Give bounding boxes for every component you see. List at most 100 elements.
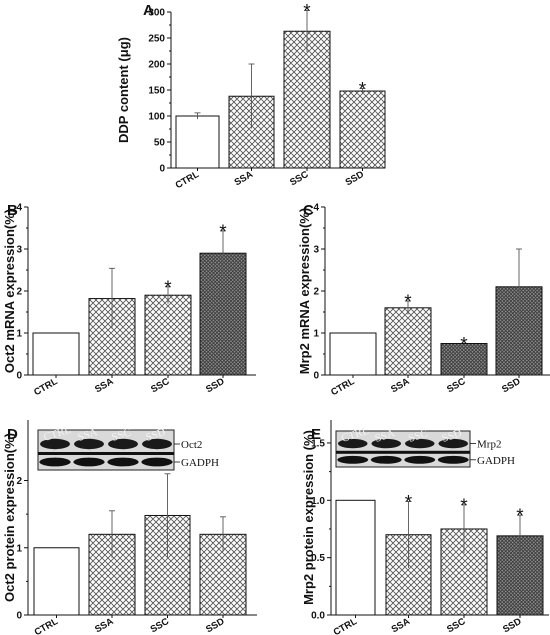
significance-star: * bbox=[516, 506, 524, 527]
significance-star: * bbox=[460, 335, 468, 356]
category-label: SSA bbox=[389, 376, 412, 395]
panel-letter: E bbox=[311, 426, 321, 443]
significance-star: * bbox=[405, 492, 413, 513]
y-tick-label: 4 bbox=[16, 203, 22, 214]
blot-band-upper bbox=[142, 438, 172, 450]
y-tick-label: 0 bbox=[16, 371, 22, 382]
blot-lane-label: SSC bbox=[407, 427, 429, 444]
y-tick-label: 0.5 bbox=[311, 553, 325, 564]
category-label: SSD bbox=[344, 169, 367, 188]
y-tick-label: 4 bbox=[313, 203, 319, 214]
blot-band-lower bbox=[141, 457, 173, 467]
blot-lane-label: SSA bbox=[76, 426, 99, 444]
y-tick-label: 200 bbox=[148, 60, 165, 71]
bar-ctrl bbox=[32, 332, 80, 376]
blot-lane-label: SSA bbox=[373, 427, 396, 445]
category-label: SSC bbox=[149, 376, 172, 395]
category-label: CTRL bbox=[332, 616, 360, 635]
chart-panel-a: A 0 50 100 150 200 250 300 DDP content (μg) CTRL S… bbox=[116, 1, 386, 191]
y-tick-label: 100 bbox=[148, 112, 165, 123]
blot-band-lower bbox=[370, 455, 402, 464]
panel-letter: A bbox=[143, 2, 154, 19]
y-tick-label: 1.5 bbox=[311, 438, 325, 449]
y-tick-label: 300 bbox=[148, 8, 165, 19]
y-tick-label: 3 bbox=[313, 245, 319, 256]
y-tick-label: 2 bbox=[16, 476, 22, 487]
y-tick-label: 50 bbox=[154, 138, 166, 149]
blot-band-label: Mrp2 bbox=[477, 439, 501, 451]
blot-band-label: GADPH bbox=[477, 455, 515, 467]
category-label: SSA bbox=[233, 169, 256, 188]
y-tick-label: 0 bbox=[16, 611, 22, 622]
y-tick-label: 150 bbox=[148, 86, 165, 97]
blot-band-upper bbox=[40, 438, 70, 450]
category-label: SSD bbox=[500, 376, 523, 395]
bar-ssc bbox=[440, 343, 488, 376]
y-tick-label: 2 bbox=[313, 287, 319, 298]
y-tick-label: 1 bbox=[16, 329, 22, 340]
y-tick-label: 1.0 bbox=[311, 496, 325, 507]
bar-ctrl bbox=[175, 115, 220, 169]
category-label: SSD bbox=[204, 376, 227, 395]
bar-ssd bbox=[339, 90, 386, 169]
blot-lane-label: SSD bbox=[440, 427, 463, 445]
y-tick-label: 3 bbox=[16, 245, 22, 256]
y-tick-label: 0.0 bbox=[311, 611, 325, 622]
y-axis-label: Oct2 protein expression(%) bbox=[2, 433, 17, 602]
significance-star: * bbox=[404, 292, 412, 313]
blot-divider bbox=[336, 450, 470, 454]
blot-lane-label: SSC bbox=[110, 426, 132, 443]
bar-ctrl bbox=[335, 499, 376, 616]
category-label: SSC bbox=[445, 616, 468, 635]
category-label: SSD bbox=[501, 616, 524, 635]
category-label: SSA bbox=[93, 376, 116, 395]
y-tick-label: 0 bbox=[313, 371, 319, 382]
blot-band-upper bbox=[338, 438, 368, 449]
bar-ssa bbox=[384, 307, 432, 376]
blot-band-upper bbox=[108, 438, 138, 450]
category-label: SSA bbox=[390, 616, 413, 635]
significance-star: * bbox=[219, 222, 227, 243]
category-label: SSD bbox=[204, 616, 227, 635]
category-label: SSC bbox=[149, 616, 172, 635]
panel-letter: B bbox=[7, 202, 18, 219]
y-tick-label: 1 bbox=[16, 543, 22, 554]
blot-band-label: GADPH bbox=[181, 457, 219, 469]
blot-band-lower bbox=[39, 457, 71, 467]
y-axis-label: Mrp2 protein expression (%) bbox=[301, 430, 316, 605]
bar-ssc bbox=[144, 294, 192, 376]
significance-star: * bbox=[460, 496, 468, 517]
category-label: SSC bbox=[288, 169, 311, 188]
significance-star: * bbox=[303, 1, 311, 22]
category-label: CTRL bbox=[329, 376, 357, 398]
blot-band-upper bbox=[405, 438, 435, 449]
bar-ssc bbox=[283, 30, 331, 169]
blot-band-lower bbox=[337, 455, 369, 464]
y-tick-label: 250 bbox=[148, 34, 165, 45]
blot-band-upper bbox=[371, 438, 401, 449]
blot-divider bbox=[38, 452, 174, 455]
panel-letter: C bbox=[303, 202, 314, 219]
blot-band-upper bbox=[74, 438, 104, 450]
significance-star: * bbox=[164, 278, 172, 299]
bar-ctrl bbox=[33, 547, 80, 616]
category-label: SSA bbox=[93, 616, 116, 635]
blot-band-label: Oct2 bbox=[181, 439, 202, 451]
y-axis-label: DDP content (μg) bbox=[116, 37, 131, 143]
category-label: SSC bbox=[445, 376, 468, 395]
blot-lane-label: SSD bbox=[144, 426, 167, 444]
panel-letter: D bbox=[7, 426, 18, 443]
category-label: CTRL bbox=[33, 616, 61, 635]
category-label: CTRL bbox=[32, 376, 60, 398]
y-axis-label: Oct2 mRNA expression(%) bbox=[2, 209, 17, 373]
blot-band-lower bbox=[107, 457, 139, 467]
category-label: CTRL bbox=[174, 169, 202, 191]
blot-band-upper bbox=[438, 438, 468, 449]
y-axis-label: Mrp2 mRNA expression(%) bbox=[297, 208, 312, 374]
y-tick-label: 2 bbox=[16, 287, 22, 298]
